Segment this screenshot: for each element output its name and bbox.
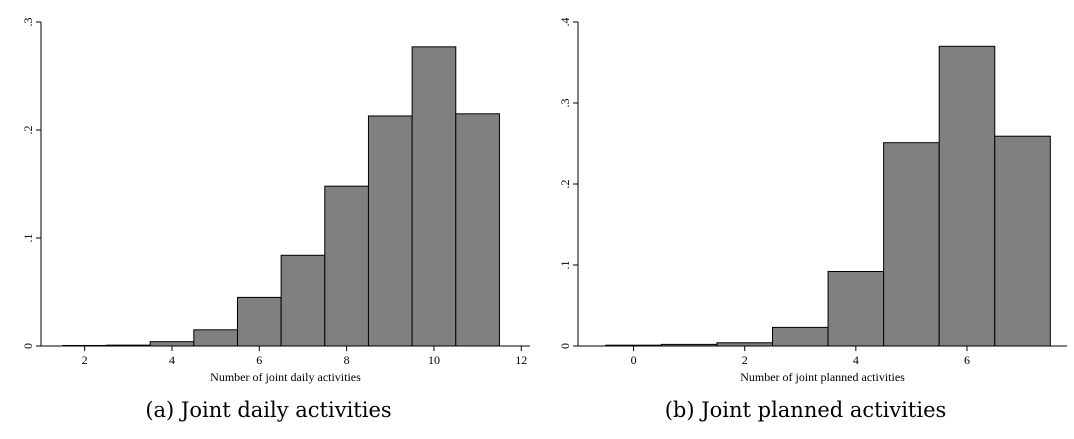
y-tick-label: 0 — [558, 343, 572, 349]
histogram-bar — [771, 326, 829, 347]
x-axis-title: Number of joint planned activities — [740, 370, 905, 384]
y-tick-label: .3 — [21, 18, 35, 27]
x-tick-label: 0 — [631, 353, 637, 367]
x-tick-label: 6 — [256, 353, 262, 367]
x-axis-title: Number of joint daily activities — [210, 370, 361, 384]
x-tick-label: 6 — [964, 353, 970, 367]
histogram-chart-b: 0 .1 .2 .3 .4 0 2 4 6 Number of joint planned act… — [558, 18, 1067, 384]
histogram-bar — [193, 329, 238, 347]
caption-a: (a) Joint daily activities — [145, 398, 392, 422]
x-tick-label: 12 — [515, 353, 527, 367]
x-tick-label: 10 — [428, 353, 440, 367]
histogram-bar — [938, 45, 996, 347]
histogram-bar — [883, 142, 940, 347]
y-tick-label: 0 — [21, 343, 35, 349]
x-tick-label: 2 — [742, 353, 748, 367]
histogram-bar — [149, 341, 195, 347]
y-tick-label: .1 — [21, 234, 35, 243]
caption-b: (b) Joint planned activities — [664, 398, 947, 422]
histogram-bar — [367, 115, 413, 347]
y-tick-label: .3 — [558, 99, 572, 108]
histogram-bar — [455, 113, 500, 347]
y-tick-label: .2 — [558, 180, 572, 189]
x-tick-label: 4 — [169, 353, 175, 367]
y-tick-label: .1 — [558, 261, 572, 270]
x-tick-label: 8 — [344, 353, 350, 367]
histogram-bar — [994, 135, 1051, 347]
histogram-bar — [280, 254, 326, 347]
histogram-bar — [236, 296, 282, 347]
histogram-panel-a: 0 .1 .2 .3 2 4 6 8 10 12 Number of joint daily act… — [21, 18, 530, 422]
x-tick-label: 2 — [82, 353, 88, 367]
histogram-panel-b: 0 .1 .2 .3 .4 0 2 4 6 Number of joint planned act… — [537, 0, 1074, 439]
y-tick-label: .4 — [558, 18, 572, 27]
histogram-bar — [411, 46, 457, 347]
x-tick-label: 4 — [853, 353, 859, 367]
histogram-bar — [827, 270, 885, 347]
histogram-bar — [324, 185, 369, 347]
histogram-chart-a: 0 .1 .2 .3 2 4 6 8 10 12 Number of joint daily act… — [21, 18, 530, 384]
y-tick-label: .2 — [21, 126, 35, 135]
